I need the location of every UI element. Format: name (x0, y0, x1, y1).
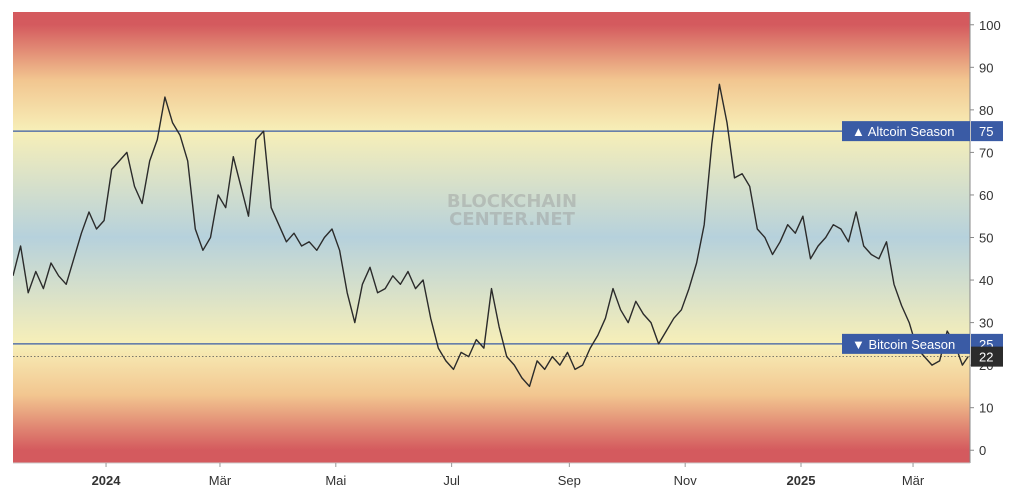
x-tick-label: Mär (902, 473, 925, 488)
last-value-box (971, 346, 1003, 367)
x-axis-ticks: 2024 Mär Mai Jul Sep Nov 2025 Mär (92, 463, 925, 488)
threshold-label: ▼ Bitcoin Season (852, 337, 955, 352)
x-tick-label: Jul (443, 473, 460, 488)
last-value-label: 22 (979, 350, 993, 365)
x-tick-label: Mai (325, 473, 346, 488)
threshold-label: ▲ Altcoin Season (852, 124, 954, 139)
series-line (13, 83, 969, 388)
y-tick-label: 70 (979, 145, 993, 160)
watermark-line-1: BLOCKCHAIN (447, 191, 577, 212)
x-tick-label: Sep (558, 473, 581, 488)
threshold-lines (13, 130, 970, 345)
y-tick-label: 10 (979, 401, 993, 416)
y-axis-ticks: 1009080706050403020100 (970, 18, 1001, 458)
y-tick-label: 100 (979, 18, 1001, 33)
y-tick-label: 50 (979, 231, 993, 246)
threshold-label-box (842, 121, 970, 142)
plot-background (13, 12, 970, 463)
y-tick-label: 60 (979, 188, 993, 203)
watermark: BLOCKCHAIN CENTER.NET (447, 191, 577, 230)
x-tick-label: 2024 (92, 473, 122, 488)
y-tick-label: 90 (979, 60, 993, 75)
x-tick-label: Mär (209, 473, 232, 488)
watermark-line-2: CENTER.NET (449, 209, 576, 230)
y-tick-label: 80 (979, 103, 993, 118)
threshold-value: 75 (979, 124, 993, 139)
y-tick-label: 30 (979, 316, 993, 331)
y-tick-label: 0 (979, 443, 986, 458)
x-tick-label: 2025 (787, 473, 816, 488)
x-tick-label: Nov (674, 473, 698, 488)
threshold-value-box (971, 121, 1003, 142)
threshold-label-box (842, 333, 970, 354)
y-tick-label: 40 (979, 273, 993, 288)
